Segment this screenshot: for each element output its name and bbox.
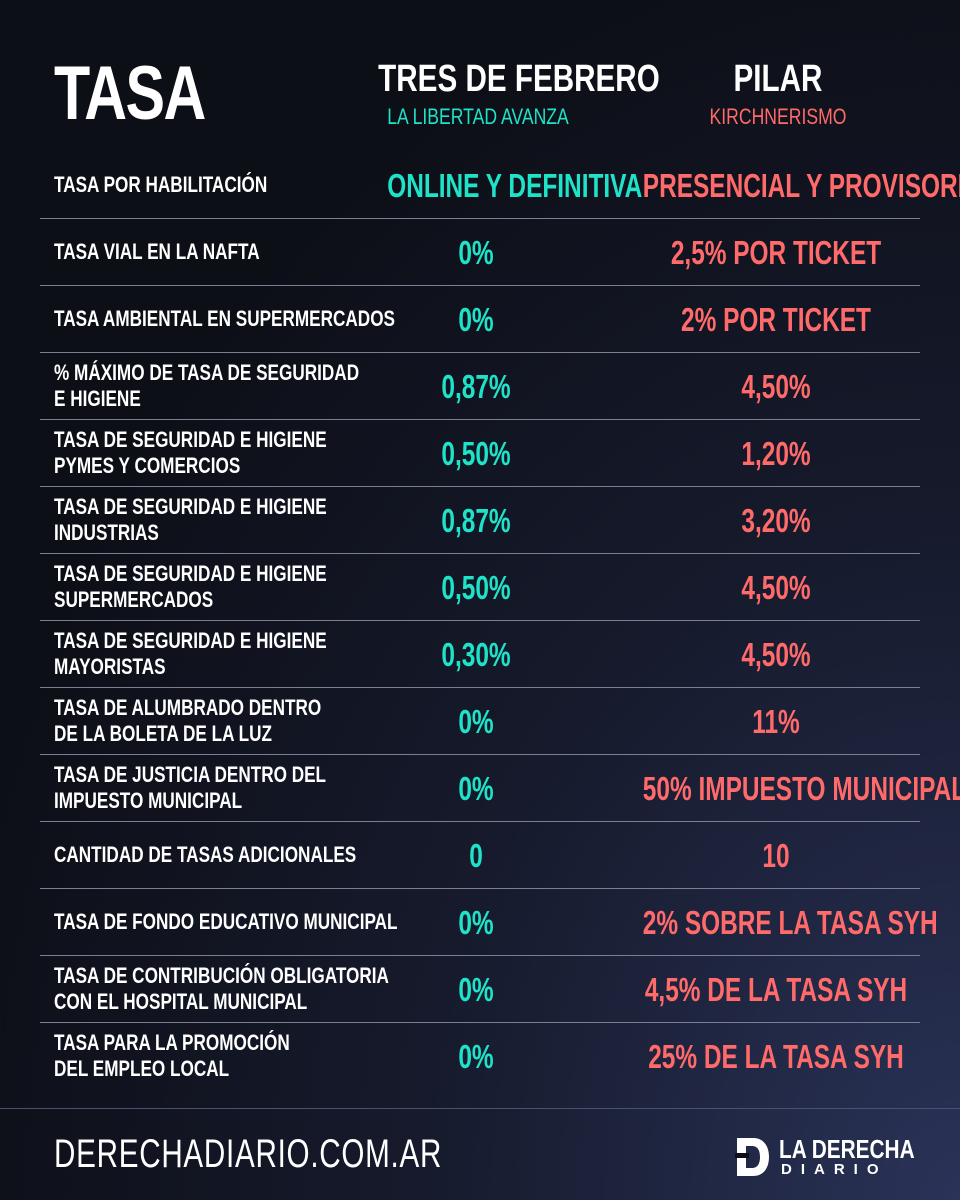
table-row: TASA DE SEGURIDAD E HIGIENE PYMES Y COMER… [40,420,920,487]
column-header-tres-de-febrero: TRES DE FEBRERO LA LIBERTAD AVANZA [350,58,660,129]
row-label-line-1: TASA AMBIENTAL EN SUPERMERCADOS [54,306,395,332]
row-label: TASA AMBIENTAL EN SUPERMERCADOS [54,306,395,332]
column-header-pilar: PILAR KIRCHNERISMO [650,60,906,128]
table-row: TASA PARA LA PROMOCIÓN DEL EMPLEO LOCAL 0… [40,1023,920,1089]
tres-de-febrero-value: 0% [458,970,494,1008]
column-name: TRES DE FEBRERO [378,58,660,100]
row-label-line-2: IMPUESTO MUNICIPAL [54,788,243,813]
row-label-line-1: TASA DE SEGURIDAD E HIGIENE [54,427,327,453]
tres-de-febrero-value: 0,87% [441,367,511,405]
comparison-table: TASA POR HABILITACIÓN ONLINE Y DEFINITIV… [40,152,960,1089]
tres-de-febrero-value: 0% [458,702,494,740]
table-row: TASA DE SEGURIDAD E HIGIENE SUPERMERCADOS… [40,554,920,621]
table-row: TASA VIAL EN LA NAFTA 0% 2,5% POR TICKET [40,219,920,286]
footer-website-link[interactable]: DERECHADIARIO.COM.AR [54,1132,443,1176]
pilar-value: 25% DE LA TASA SYH [648,1037,904,1075]
tres-de-febrero-value: 0% [458,769,494,807]
row-label: TASA DE FONDO EDUCATIVO MUNICIPAL [54,909,398,935]
tres-de-febrero-value: 0,50% [441,434,511,472]
pilar-value: 10 [762,836,790,874]
row-label: TASA DE SEGURIDAD E HIGIENE PYMES Y COMER… [54,427,382,479]
table-row: % MÁXIMO DE TASA DE SEGURIDAD E HIGIENE 0… [40,353,920,420]
column-party: KIRCHNERISMO [709,104,847,129]
row-label: TASA DE SEGURIDAD E HIGIENE SUPERMERCADOS [54,561,382,613]
tres-de-febrero-value: 0% [458,1037,494,1075]
column-party: LA LIBERTAD AVANZA [387,104,569,129]
pilar-value: PRESENCIAL Y PROVISORIA [642,166,960,204]
footer-divider [0,1108,960,1109]
table-row: TASA DE JUSTICIA DENTRO DEL IMPUESTO MUNI… [40,755,960,822]
row-label-line-1: TASA DE CONTRIBUCIÓN OBLIGATORIA [54,963,389,989]
table-row: TASA DE FONDO EDUCATIVO MUNICIPAL 0% 2% … [40,889,938,956]
pilar-value: 4,50% [741,635,811,673]
logo-text-line-2: DIARIO [781,1161,888,1178]
table-row: CANTIDAD DE TASAS ADICIONALES 0 10 [40,822,920,889]
row-label-line-1: TASA PARA LA PROMOCIÓN [54,1030,290,1056]
row-label-line-1: TASA DE SEGURIDAD E HIGIENE [54,628,327,654]
row-label-line-1: TASA POR HABILITACIÓN [54,172,268,198]
row-label-line-1: TASA DE SEGURIDAD E HIGIENE [54,561,327,587]
table-row: TASA POR HABILITACIÓN ONLINE Y DEFINITIV… [40,152,960,219]
row-label-line-1: TASA DE JUSTICIA DENTRO DEL [54,762,327,788]
row-label-line-2: MAYORISTAS [54,654,166,679]
logo-text-line-1: LA DERECHA [779,1134,915,1164]
pilar-value: 1,20% [741,434,811,472]
row-label-line-2: DE LA BOLETA DE LA LUZ [54,721,272,746]
row-label: TASA POR HABILITACIÓN [54,172,382,198]
row-label: TASA DE CONTRIBUCIÓN OBLIGATORIA CON EL H… [54,963,389,1015]
row-label-line-2: INDUSTRIAS [54,520,159,545]
row-label-line-1: % MÁXIMO DE TASA DE SEGURIDAD [54,360,360,386]
row-label-line-1: CANTIDAD DE TASAS ADICIONALES [54,842,357,868]
tres-de-febrero-value: 0,30% [441,635,511,673]
la-derecha-diario-logo: LA DERECHA DIARIO [735,1136,915,1180]
tres-de-febrero-value: 0% [458,903,494,941]
pilar-value: 50% IMPUESTO MUNICIPAL [642,769,960,807]
row-label-line-2: CON EL HOSPITAL MUNICIPAL [54,989,308,1014]
pilar-value: 4,50% [741,367,811,405]
tres-de-febrero-value: 0% [458,300,494,338]
row-label: TASA DE JUSTICIA DENTRO DEL IMPUESTO MUNI… [54,762,382,814]
table-row: TASA DE SEGURIDAD E HIGIENE MAYORISTAS 0,… [40,621,920,688]
row-label-line-1: TASA DE SEGURIDAD E HIGIENE [54,494,327,520]
header: TASA TRES DE FEBRERO LA LIBERTAD AVANZA … [0,52,960,152]
pilar-value: 3,20% [741,501,811,539]
logo-d-icon [735,1138,769,1176]
row-label: TASA DE ALUMBRADO DENTRO DE LA BOLETA DE … [54,695,382,747]
row-label-line-2: PYMES Y COMERCIOS [54,453,241,478]
row-label: CANTIDAD DE TASAS ADICIONALES [54,842,382,868]
pilar-value: 4,50% [741,568,811,606]
row-label-line-2: E HIGIENE [54,386,141,411]
row-label-line-2: SUPERMERCADOS [54,587,214,612]
row-label: TASA DE SEGURIDAD E HIGIENE MAYORISTAS [54,628,382,680]
pilar-value: 4,5% DE LA TASA SYH [644,970,908,1008]
table-row: TASA AMBIENTAL EN SUPERMERCADOS 0% 2% PO… [40,286,920,353]
tres-de-febrero-value: 0 [469,836,483,874]
tres-de-febrero-value: ONLINE Y DEFINITIVA [387,166,643,204]
tres-de-febrero-value: 0,50% [441,568,511,606]
row-label-line-1: TASA VIAL EN LA NAFTA [54,239,260,265]
row-label: TASA PARA LA PROMOCIÓN DEL EMPLEO LOCAL [54,1030,382,1082]
row-label: % MÁXIMO DE TASA DE SEGURIDAD E HIGIENE [54,360,382,412]
row-label: TASA DE SEGURIDAD E HIGIENE INDUSTRIAS [54,494,382,546]
row-label: TASA VIAL EN LA NAFTA [54,239,382,265]
column-name: PILAR [733,58,823,100]
pilar-value: 2% SOBRE LA TASA SYH [642,903,938,941]
page-title: TASA [54,51,206,136]
tres-de-febrero-value: 0% [458,233,494,271]
row-label-line-2: DEL EMPLEO LOCAL [54,1056,230,1081]
tres-de-febrero-value: 0,87% [441,501,511,539]
row-label-line-1: TASA DE FONDO EDUCATIVO MUNICIPAL [54,909,398,935]
table-row: TASA DE CONTRIBUCIÓN OBLIGATORIA CON EL H… [40,956,920,1023]
table-row: TASA DE ALUMBRADO DENTRO DE LA BOLETA DE … [40,688,920,755]
table-row: TASA DE SEGURIDAD E HIGIENE INDUSTRIAS 0,… [40,487,920,554]
pilar-value: 11% [752,702,800,740]
pilar-value: 2% POR TICKET [681,300,871,338]
pilar-value: 2,5% POR TICKET [670,233,882,271]
row-label-line-1: TASA DE ALUMBRADO DENTRO [54,695,322,721]
